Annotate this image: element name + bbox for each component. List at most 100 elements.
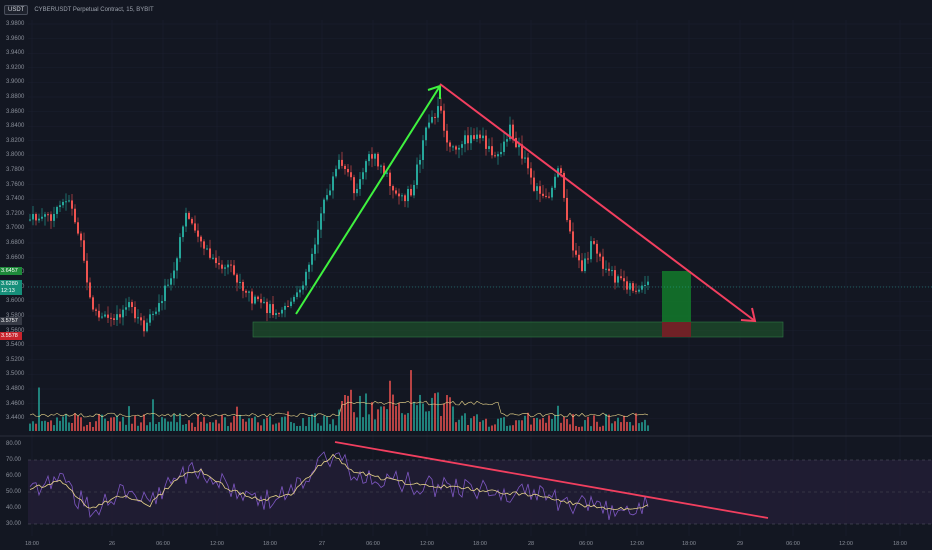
candle-body (89, 282, 91, 298)
candle-body (356, 189, 358, 194)
volume-bar (329, 424, 331, 431)
candle-body (197, 230, 199, 237)
volume-moving-average (29, 400, 649, 418)
candle-body (647, 281, 649, 285)
volume-bar (638, 423, 640, 431)
volume-bar (149, 422, 151, 431)
volume-bar (413, 401, 415, 431)
volume-bar (554, 414, 556, 431)
volume-bar (383, 406, 385, 431)
volume-bar (446, 395, 448, 431)
candle-body (119, 314, 121, 318)
candle-body (29, 219, 31, 221)
candle-body (59, 205, 61, 208)
candle-body (608, 268, 610, 271)
target-profit-box[interactable] (662, 271, 691, 322)
symbol-badge[interactable]: USDT (4, 5, 29, 15)
candle-body (605, 268, 607, 270)
volume-bar (539, 419, 541, 431)
volume-bar (527, 412, 529, 431)
volume-bar (395, 406, 397, 431)
volume-bar (125, 424, 127, 431)
candle-body (206, 248, 208, 250)
volume-bar (356, 417, 358, 431)
candle-body (494, 155, 496, 157)
volume-bar (194, 426, 196, 431)
volume-bar (245, 421, 247, 431)
volume-bar (107, 421, 109, 431)
candle-body (416, 164, 418, 185)
volume-bar (296, 426, 298, 431)
volume-bar (92, 426, 94, 431)
rsi-axis-label: 30.00 (6, 521, 22, 527)
candle-body (491, 146, 493, 156)
volume-bar (626, 421, 628, 431)
volume-bar (242, 418, 244, 431)
volume-bar (587, 416, 589, 431)
candle-body (239, 281, 241, 283)
volume-bar (221, 414, 223, 431)
candle-body (530, 168, 532, 178)
candle-body (437, 106, 439, 118)
volume-bar (410, 370, 412, 431)
volume-bar (278, 422, 280, 431)
volume-bar (86, 424, 88, 431)
candle-body (482, 135, 484, 139)
volume-bar (461, 415, 463, 431)
volume-bar (641, 422, 643, 431)
candle-body (386, 172, 388, 174)
volume-bar (596, 421, 598, 431)
price-axis-label: 3.7800 (6, 167, 25, 173)
volume-bar (344, 394, 346, 431)
rsi-trend-line[interactable] (334, 441, 769, 519)
candle-body (275, 313, 277, 316)
price-axis-label: 3.6800 (6, 240, 25, 246)
rsi-axis-label: 40.00 (6, 505, 22, 511)
candle-body (563, 173, 565, 198)
candle-body (140, 317, 142, 321)
volume-bar (164, 418, 166, 431)
volume-bar (584, 420, 586, 431)
volume-bar (311, 414, 313, 431)
volume-bar (611, 423, 613, 431)
candle-body (320, 213, 322, 230)
price-countdown: 12:13 (0, 287, 22, 295)
price-axis-label: 3.6000 (6, 298, 25, 305)
candle-body (635, 290, 637, 292)
volume-bar (458, 419, 460, 431)
candle-body (446, 130, 448, 143)
time-axis-label: 12:00 (839, 541, 853, 547)
candle-body (404, 195, 406, 202)
volume-bar (257, 422, 259, 431)
candle-body (476, 134, 478, 139)
candle-body (611, 270, 613, 272)
candle-body (392, 186, 394, 191)
stop-loss-box[interactable] (662, 322, 691, 337)
candle-body (590, 241, 592, 260)
candle-body (260, 299, 262, 303)
candle-body (110, 317, 112, 319)
volume-bar (569, 424, 571, 431)
candle-body (617, 276, 619, 283)
candle-body (584, 258, 586, 272)
candle-body (323, 199, 325, 214)
price-axis-label: 3.9600 (6, 35, 25, 42)
candle-body (368, 154, 370, 162)
uptrend-arrow[interactable] (295, 84, 441, 315)
candle-body (431, 116, 433, 123)
price-axis-label: 3.5400 (6, 342, 25, 349)
candle-body (602, 256, 604, 269)
candle-body (407, 188, 409, 202)
candle-body (50, 214, 52, 221)
downtrend-arrow[interactable] (439, 83, 757, 323)
candle-body (47, 214, 49, 216)
candle-body (287, 305, 289, 307)
candle-body (281, 309, 283, 314)
volume-bar (359, 395, 361, 431)
candle-body (551, 187, 553, 198)
candle-body (539, 186, 541, 194)
support-zone[interactable] (252, 321, 784, 338)
rsi-moving-average (29, 453, 649, 511)
volume-bar (203, 417, 205, 431)
